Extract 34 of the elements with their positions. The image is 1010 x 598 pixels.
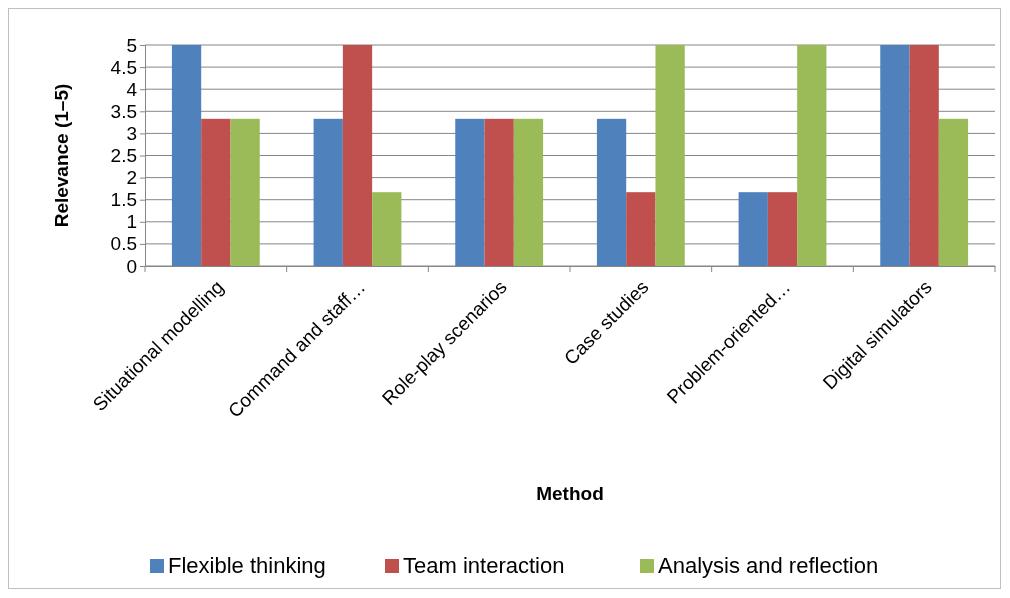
y-tick-label: 1	[126, 211, 137, 233]
bar	[738, 192, 768, 266]
y-tick-label: 0	[126, 255, 137, 277]
y-tick-label: 4	[126, 78, 138, 100]
bar	[938, 118, 969, 266]
bar	[626, 192, 656, 266]
y-tick-label: 3.5	[110, 100, 137, 122]
bar	[313, 118, 343, 266]
bar	[909, 45, 939, 266]
bar	[484, 118, 514, 266]
legend-label: Team interaction	[403, 553, 565, 578]
y-axis-title: Relevance (1–5)	[51, 83, 72, 228]
bar	[230, 118, 260, 266]
y-tick-label: 2	[126, 167, 137, 189]
bar	[171, 45, 202, 266]
bar	[880, 45, 910, 266]
bar	[767, 192, 798, 266]
bar	[797, 45, 827, 266]
y-tick-label: 4.5	[110, 56, 137, 78]
legend-label: Analysis and reflection	[658, 553, 879, 578]
bar	[455, 118, 485, 266]
y-tick-label: 1.5	[110, 189, 137, 211]
y-tick-label: 5	[126, 34, 137, 56]
bar	[201, 118, 231, 266]
y-tick-label: 2.5	[110, 145, 137, 167]
x-axis-title: Method	[536, 483, 604, 504]
bar	[513, 118, 544, 266]
y-tick-label: 0.5	[110, 233, 137, 255]
bar	[596, 118, 627, 266]
legend-label: Flexible thinking	[168, 553, 326, 578]
bar	[342, 45, 373, 266]
bar	[372, 192, 402, 266]
bar	[655, 45, 685, 266]
y-tick-label: 3	[126, 122, 137, 144]
